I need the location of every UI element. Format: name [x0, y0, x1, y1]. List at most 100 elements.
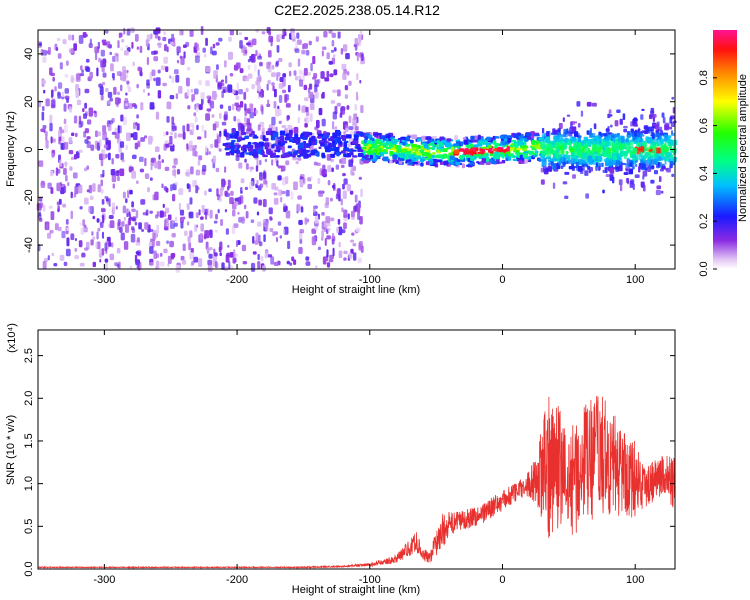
spectrogram-cell: [506, 146, 510, 152]
spectrogram-cell: [150, 33, 153, 40]
spectrogram-cell: [610, 133, 615, 137]
spectrogram-cell: [113, 86, 117, 95]
spectrogram-cell: [330, 100, 336, 104]
spectrogram-cell: [228, 51, 233, 60]
spectrogram-cell: [134, 221, 138, 226]
spectrogram-cell: [328, 259, 334, 263]
spectrogram-cell: [180, 255, 185, 261]
spectrogram-cell: [584, 153, 589, 158]
spectrogram-cell: [182, 131, 186, 140]
spectrogram-cell: [243, 116, 247, 123]
spectrogram-cell: [338, 141, 343, 145]
spectrogram-cell: [132, 61, 135, 67]
spectrogram-cell: [87, 119, 92, 125]
spectrogram-cell: [293, 70, 297, 76]
spectrogram-cell: [137, 140, 141, 148]
spectrogram-cell: [238, 162, 243, 169]
spectrogram-cell: [491, 160, 497, 165]
spectrogram-cell: [509, 147, 515, 151]
spectrogram-cell: [343, 250, 348, 255]
spectrogram-cell: [609, 114, 613, 117]
spectrogram-cell: [584, 163, 589, 168]
spectrogram-cell: [144, 222, 149, 230]
spectrogram-cell: [350, 210, 355, 218]
spectrogram-cell: [494, 154, 498, 158]
spectrogram-cell: [356, 73, 359, 81]
spectrogram-cell: [589, 138, 594, 144]
spectrogram-cell: [277, 165, 283, 169]
spectrogram-cell: [70, 156, 74, 161]
spectrogram-cell: [351, 232, 355, 236]
spectrogram-cell: [189, 29, 194, 37]
spectrogram-cell: [577, 135, 582, 139]
spectrogram-cell: [171, 122, 176, 132]
spectrogram-cell: [105, 137, 109, 145]
spectrogram-cell: [580, 110, 584, 117]
spectrogram-cell: [628, 168, 634, 175]
spectrogram-cell: [540, 179, 545, 185]
spectrogram-cell: [422, 151, 428, 157]
spectrogram-cell: [305, 261, 311, 266]
spectrogram-cell: [60, 129, 65, 134]
spectrogram-cell: [652, 123, 656, 127]
spectrogram-cell: [196, 124, 199, 131]
spectrogram-cell: [356, 42, 360, 46]
spectrogram-cell: [162, 36, 167, 42]
spectrogram-cell: [252, 251, 257, 255]
spectrogram-cell: [221, 121, 227, 126]
spectrogram-cell: [250, 262, 256, 272]
spectrogram-cell: [109, 97, 114, 102]
spectrogram-cell: [255, 165, 259, 172]
spectrogram-cell: [277, 72, 281, 77]
spectrogram-cell: [124, 103, 129, 107]
spectrogram-cell: [85, 67, 91, 73]
spectrogram-cell: [68, 34, 72, 41]
spectrogram-cell: [269, 228, 274, 232]
spectrogram-cell: [643, 142, 646, 148]
spectrogram-cell: [389, 160, 393, 164]
spectrogram-cell: [126, 132, 131, 141]
spectrogram-cell: [340, 105, 346, 115]
spectrogram-cell: [70, 210, 73, 220]
spectrogram-cell: [134, 254, 138, 263]
spectrogram-cell: [364, 136, 369, 140]
spectrogram-cell: [56, 182, 61, 192]
spectrogram-cell: [300, 149, 307, 156]
spectrogram-cell: [205, 113, 210, 121]
spectrogram-cell: [593, 151, 598, 156]
spectrogram-cell: [481, 146, 487, 149]
spectrogram-cell: [576, 143, 579, 148]
spectrogram-cell: [516, 151, 521, 156]
x-tick-label: 100: [626, 574, 644, 586]
spectrogram-cell: [353, 140, 359, 145]
spectrogram-cell: [209, 143, 214, 149]
spectrogram-cell: [123, 241, 129, 250]
spectrogram-cell: [72, 172, 78, 179]
spectrogram-cell: [220, 219, 223, 226]
spectrogram-cell: [564, 171, 570, 175]
snr-panel: -300 -200 -100 0 100 0.0 0.5 1.0 1.5 2.0 2.5 Heig…: [5, 323, 676, 596]
spectrogram-cell: [531, 139, 536, 145]
spectrogram-cell: [163, 131, 167, 137]
spectrogram-cell: [348, 126, 354, 130]
spectrogram-cell: [309, 103, 315, 110]
spectrogram-cell: [107, 100, 111, 105]
spectrogram-cell: [80, 227, 85, 235]
spectrogram-cell: [640, 146, 645, 153]
spectrogram-cell: [608, 109, 612, 114]
spectrogram-cell: [316, 151, 320, 157]
spectrogram-cell: [544, 136, 549, 144]
spectrogram-cell: [325, 141, 330, 144]
spectrogram-cell: [45, 98, 50, 107]
spectrogram-cell: [111, 202, 116, 210]
spectrogram-cell: [255, 109, 259, 115]
spectrogram-cell: [102, 81, 106, 86]
spectrogram-cell: [560, 165, 564, 170]
spectrogram-cell: [295, 160, 299, 165]
spectrogram-cell: [563, 134, 567, 137]
spectrogram-cell: [604, 167, 609, 170]
spectrogram-cell: [448, 152, 455, 156]
spectrogram-cell: [186, 143, 189, 150]
spectrogram-cell: [558, 155, 561, 159]
spectrogram-cell: [532, 154, 537, 158]
